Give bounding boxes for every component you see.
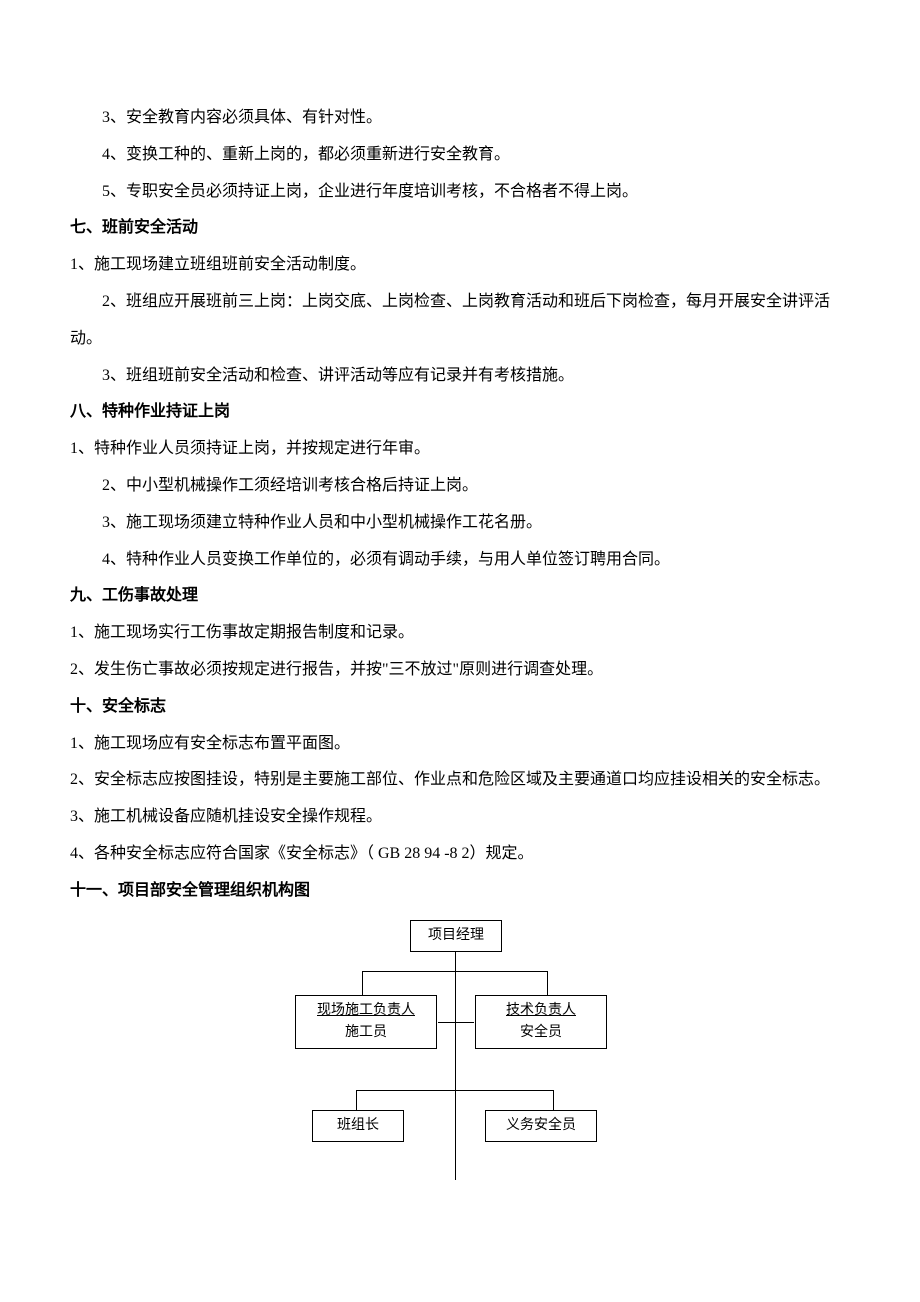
body-text: 3、班组班前安全活动和检查、讲评活动等应有记录并有考核措施。 xyxy=(70,358,850,395)
connector-line xyxy=(356,1090,357,1110)
org-node-label: 技术负责人 xyxy=(506,1003,576,1018)
body-text: 4、变换工种的、重新上岗的，都必须重新进行安全教育。 xyxy=(70,137,850,174)
org-node-label: 义务安全员 xyxy=(506,1118,576,1133)
org-node-label: 项目经理 xyxy=(428,928,484,943)
connector-line xyxy=(362,971,363,995)
org-node-bot-left: 班组长 xyxy=(312,1110,404,1142)
body-text: 1、施工现场实行工伤事故定期报告制度和记录。 xyxy=(70,615,850,652)
body-text: 3、施工机械设备应随机挂设安全操作规程。 xyxy=(70,799,850,836)
body-text: 2、安全标志应按图挂设，特别是主要施工部位、作业点和危险区域及主要通道口均应挂设… xyxy=(70,762,850,799)
body-text: 1、施工现场应有安全标志布置平面图。 xyxy=(70,726,850,763)
body-text: 1、施工现场建立班组班前安全活动制度。 xyxy=(70,247,850,284)
org-node-mid-right: 技术负责人 安全员 xyxy=(475,995,607,1050)
body-text: 4、各种安全标志应符合国家《安全标志》（ GB 28 94 -8 2）规定。 xyxy=(70,836,850,873)
body-text: 5、专职安全员必须持证上岗，企业进行年度培训考核，不合格者不得上岗。 xyxy=(70,174,850,211)
body-text: 3、安全教育内容必须具体、有针对性。 xyxy=(70,100,850,137)
org-node-label: 施工员 xyxy=(345,1025,387,1040)
org-chart: 项目经理 现场施工负责人 施工员 技术负责人 安全员 班组长 义务安全员 xyxy=(240,920,680,1180)
connector-line xyxy=(455,971,456,1180)
body-text: 2、班组应开展班前三上岗：上岗交底、上岗检查、上岗教育活动和班后下岗检查，每月开… xyxy=(70,284,850,358)
section-heading-8: 八、特种作业持证上岗 xyxy=(70,394,850,431)
org-node-label: 现场施工负责人 xyxy=(317,1003,415,1018)
org-node-label: 安全员 xyxy=(520,1025,562,1040)
body-text: 1、特种作业人员须持证上岗，并按规定进行年审。 xyxy=(70,431,850,468)
body-text: 3、施工现场须建立特种作业人员和中小型机械操作工花名册。 xyxy=(70,505,850,542)
org-node-mid-left: 现场施工负责人 施工员 xyxy=(295,995,437,1050)
connector-line xyxy=(547,971,548,995)
connector-line xyxy=(356,1090,554,1091)
body-text: 2、中小型机械操作工须经培训考核合格后持证上岗。 xyxy=(70,468,850,505)
section-heading-9: 九、工伤事故处理 xyxy=(70,578,850,615)
connector-line xyxy=(553,1090,554,1110)
connector-line xyxy=(455,951,456,971)
section-heading-7: 七、班前安全活动 xyxy=(70,210,850,247)
org-node-bot-right: 义务安全员 xyxy=(485,1110,597,1142)
org-node-label: 班组长 xyxy=(337,1118,379,1133)
body-text: 4、特种作业人员变换工作单位的，必须有调动手续，与用人单位签订聘用合同。 xyxy=(70,542,850,579)
connector-line xyxy=(455,1022,474,1023)
section-heading-10: 十、安全标志 xyxy=(70,689,850,726)
connector-line xyxy=(438,1022,455,1023)
org-node-top: 项目经理 xyxy=(410,920,502,952)
section-heading-11: 十一、项目部安全管理组织机构图 xyxy=(70,873,850,910)
body-text: 2、发生伤亡事故必须按规定进行报告，并按"三不放过"原则进行调查处理。 xyxy=(70,652,850,689)
